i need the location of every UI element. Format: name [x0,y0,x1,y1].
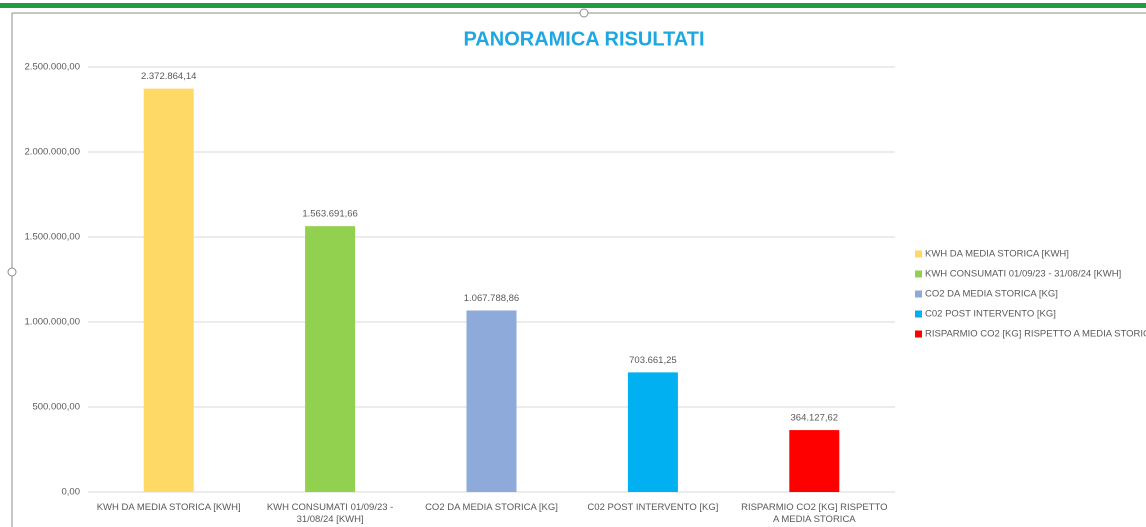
value-label: 703.661,25 [629,355,677,366]
bar [466,310,517,492]
legend-swatch [915,330,922,338]
legend-label: RISPARMIO CO2 [KG] RISPETTO A MEDIA STOR… [925,329,1146,340]
handle [579,8,589,18]
x-tick-label: C02 POST INTERVENTO [KG] [587,502,719,513]
x-tick-label: CO2 DA MEDIA STORICA [KG] [425,502,558,513]
x-tick-label: KWH CONSUMATI 01/09/23 - 31/08/24 [KWH] [266,502,394,525]
y-tick-label: 2.500.000,00 [25,62,80,73]
legend-label: CO2 DA MEDIA STORICA [KG] [925,289,1058,300]
legend-label: C02 POST INTERVENTO [KG] [925,309,1056,320]
bar [143,88,194,492]
y-tick-label: 0,00 [62,487,81,498]
y-tick-label: 2.000.000,00 [25,147,80,158]
bar [789,430,840,492]
legend-label: KWH DA MEDIA STORICA [KWH] [925,249,1069,260]
handle [7,267,17,277]
value-label: 2.372.864,14 [141,71,196,82]
value-label: 1.563.691,66 [302,209,357,220]
value-label: 364.127,62 [791,413,839,424]
x-tick-label: KWH DA MEDIA STORICA [KWH] [96,502,241,513]
legend-swatch [915,250,922,258]
bar [305,226,356,492]
legend-swatch [915,270,922,278]
chart-title: PANORAMICA RISULTATI [463,28,704,50]
x-tick-label: RISPARMIO CO2 [KG] RISPETTO A MEDIA STOR… [741,502,888,525]
top-bar [0,3,1146,8]
bar [627,372,678,492]
y-tick-label: 1.500.000,00 [25,232,80,243]
legend-swatch [915,290,922,298]
legend-swatch [915,310,922,318]
y-tick-label: 1.000.000,00 [25,317,80,328]
legend-label: KWH CONSUMATI 01/09/23 - 31/08/24 [KWH] [925,269,1121,280]
value-label: 1.067.788,86 [464,293,519,304]
y-tick-label: 500.000,00 [32,402,80,413]
